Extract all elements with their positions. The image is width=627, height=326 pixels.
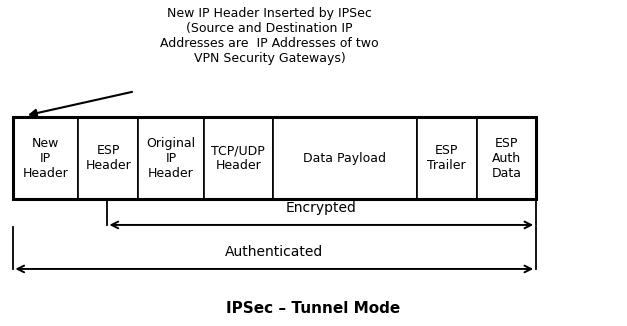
Bar (477, 117, 536, 199)
Text: ESP
Trailer: ESP Trailer (428, 144, 466, 172)
Text: New IP Header Inserted by IPSec
(Source and Destination IP
Addresses are  IP Add: New IP Header Inserted by IPSec (Source … (161, 7, 379, 65)
Text: ESP
Auth
Data: ESP Auth Data (492, 137, 521, 180)
Bar (13, 117, 536, 199)
Text: IPSec – Tunnel Mode: IPSec – Tunnel Mode (226, 301, 401, 316)
Bar (204, 117, 273, 199)
Text: TCP/UDP
Header: TCP/UDP Header (211, 144, 265, 172)
Bar (417, 117, 477, 199)
Bar (273, 117, 417, 199)
Bar (138, 117, 204, 199)
Text: Authenticated: Authenticated (225, 244, 324, 259)
Text: ESP
Header: ESP Header (85, 144, 131, 172)
Text: New
IP
Header: New IP Header (23, 137, 68, 180)
Bar (78, 117, 138, 199)
Text: Data Payload: Data Payload (303, 152, 386, 165)
Bar (13, 117, 78, 199)
Text: Encrypted: Encrypted (286, 200, 357, 215)
Text: Original
IP
Header: Original IP Header (146, 137, 196, 180)
